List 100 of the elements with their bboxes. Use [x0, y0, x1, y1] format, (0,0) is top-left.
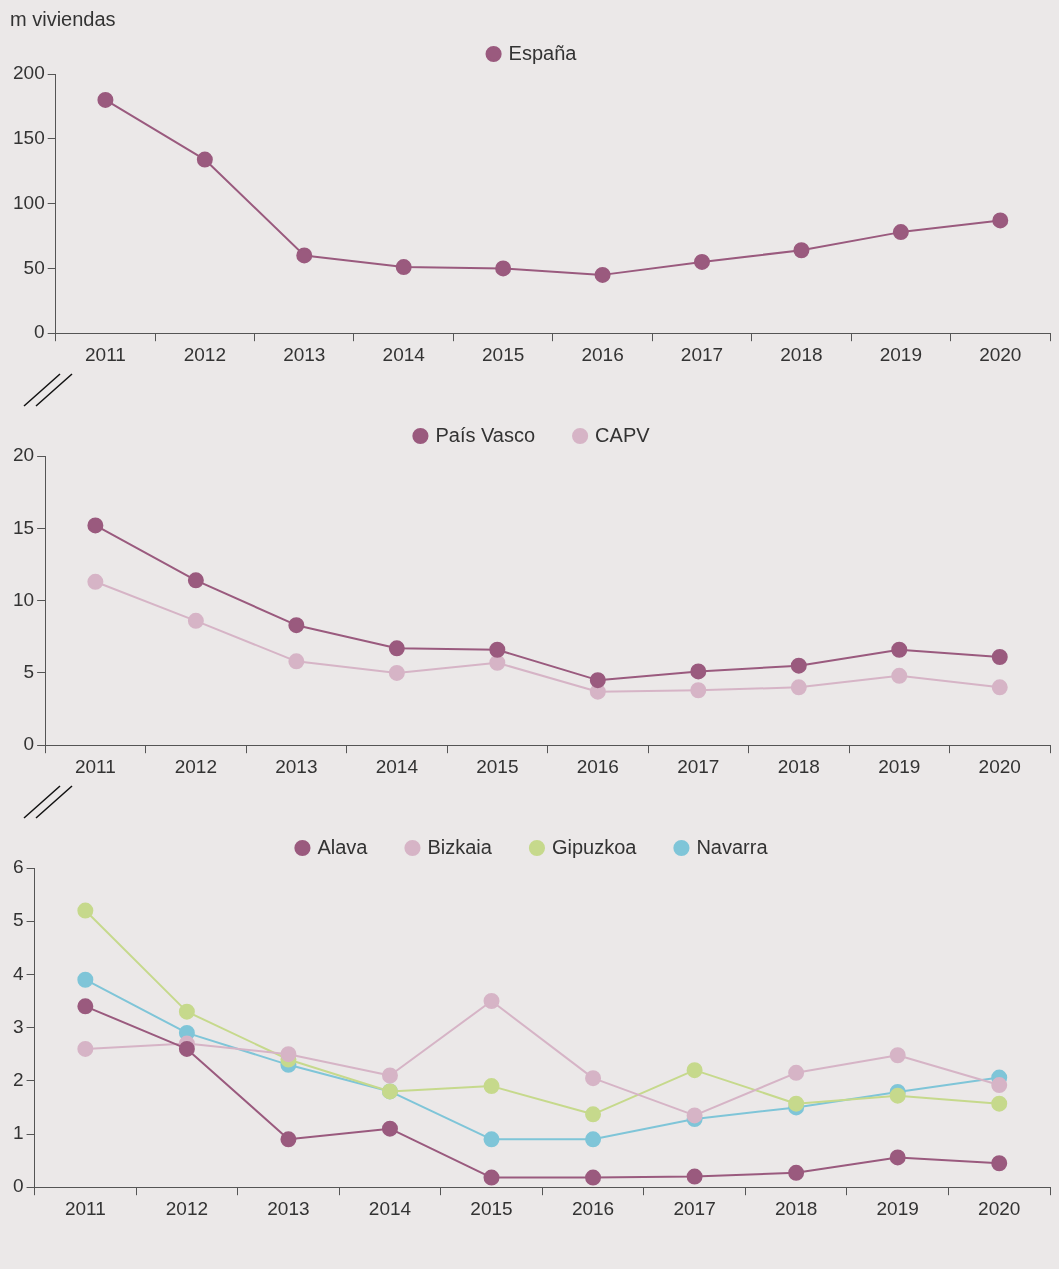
point	[585, 1106, 602, 1123]
x-tick-label: 2018	[777, 755, 820, 777]
point	[288, 617, 305, 634]
point	[991, 648, 1008, 665]
legend-label: Bizkaia	[427, 835, 493, 858]
y-tick-label: 15	[12, 516, 35, 538]
point	[690, 682, 707, 699]
x-tick-label: 2016	[581, 343, 624, 365]
y-tick-label: 5	[12, 909, 24, 931]
point	[891, 667, 908, 684]
x-tick-label: 2020	[979, 343, 1022, 365]
y-tick-label: 2	[12, 1069, 24, 1091]
x-tick-label: 2011	[84, 343, 126, 365]
x-tick-label: 2015	[470, 1197, 513, 1219]
x-tick-label: 2018	[780, 343, 823, 365]
x-tick-label: 2018	[775, 1197, 818, 1219]
point	[589, 672, 606, 689]
x-tick-label: 2013	[283, 343, 326, 365]
point	[690, 663, 707, 680]
y-tick-label: 10	[12, 588, 35, 610]
point	[87, 517, 104, 534]
x-tick-label: 2013	[275, 755, 318, 777]
x-tick-label: 2016	[576, 755, 619, 777]
point	[790, 679, 807, 696]
point	[483, 1169, 500, 1186]
y-tick-label: 200	[13, 62, 45, 84]
legend-label: CAPV	[595, 423, 651, 446]
point	[187, 612, 204, 629]
legend-label: Alava	[317, 835, 369, 858]
point	[381, 1067, 398, 1084]
point	[495, 260, 512, 277]
point	[891, 641, 908, 658]
point	[388, 664, 405, 681]
y-tick-label: 3	[12, 1015, 24, 1037]
point	[585, 1131, 602, 1148]
point	[483, 993, 500, 1009]
point	[178, 1003, 195, 1020]
point	[790, 657, 807, 674]
y-tick-label: 50	[23, 256, 45, 278]
point	[489, 654, 506, 671]
x-tick-label: 2019	[878, 755, 921, 777]
x-tick-label: 2020	[978, 755, 1021, 777]
point	[280, 1131, 297, 1148]
x-tick-label: 2014	[375, 755, 419, 777]
point	[483, 1078, 500, 1095]
y-tick-label: 6	[12, 856, 24, 878]
point	[889, 1149, 906, 1166]
point	[87, 573, 104, 590]
point	[686, 1062, 703, 1079]
point	[585, 1169, 602, 1186]
legend-label: País Vasco	[435, 423, 536, 446]
y-tick-label: 5	[23, 661, 35, 683]
point	[296, 247, 313, 264]
point	[788, 1064, 805, 1081]
point	[594, 266, 611, 283]
point	[97, 91, 114, 108]
point	[889, 1047, 906, 1064]
point	[388, 640, 405, 657]
point	[288, 653, 305, 670]
x-tick-label: 2012	[174, 755, 217, 777]
legend-label: España	[508, 41, 578, 64]
point	[788, 1164, 805, 1181]
x-tick-label: 2016	[571, 1197, 615, 1219]
x-tick-label: 2017	[677, 755, 720, 777]
y-tick-label: 0	[23, 733, 35, 755]
point	[381, 1120, 398, 1137]
point	[892, 224, 909, 241]
point	[991, 1155, 1008, 1172]
x-tick-label: 2014	[368, 1197, 412, 1219]
point	[991, 1095, 1008, 1112]
x-tick-label: 2017	[673, 1197, 716, 1219]
y-tick-label: 150	[13, 127, 45, 149]
x-tick-label: 2019	[876, 1197, 919, 1219]
y-tick-label: 0	[34, 321, 45, 343]
y-tick-label: 4	[12, 962, 24, 984]
point	[991, 1077, 1008, 1094]
point	[395, 259, 412, 276]
point	[483, 1131, 500, 1148]
y-tick-label: 1	[12, 1122, 24, 1144]
x-tick-label: 2017	[680, 343, 724, 365]
x-tick-label: 2011	[74, 755, 116, 777]
point	[686, 1107, 703, 1124]
point	[889, 1087, 906, 1104]
x-tick-label: 2019	[879, 343, 922, 365]
x-tick-label: 2012	[183, 343, 226, 365]
point	[991, 679, 1008, 696]
point	[77, 998, 94, 1015]
x-tick-label: 2012	[165, 1197, 209, 1219]
y-tick-label: 0	[12, 1175, 24, 1197]
y-tick-label: 100	[13, 191, 45, 213]
x-tick-label: 2015	[476, 755, 519, 777]
point	[585, 1070, 602, 1087]
point	[992, 212, 1009, 229]
y-tick-label: 20	[12, 444, 35, 466]
point	[788, 1095, 805, 1112]
point	[77, 1040, 94, 1057]
point	[280, 1046, 297, 1063]
point	[178, 1040, 195, 1057]
point	[187, 572, 204, 589]
point	[196, 151, 213, 168]
